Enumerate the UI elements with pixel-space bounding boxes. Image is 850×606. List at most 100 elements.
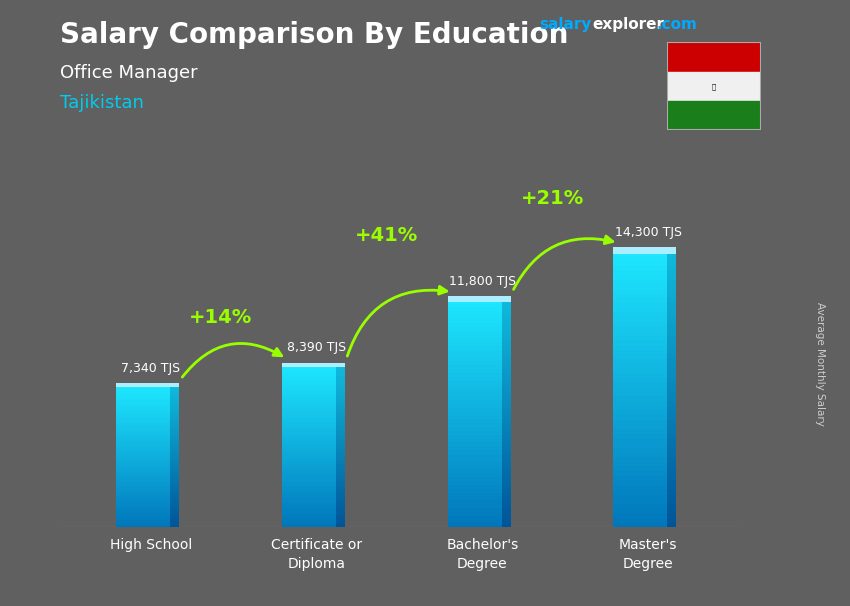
- Bar: [336, 426, 345, 428]
- Bar: [281, 431, 345, 434]
- Bar: [502, 304, 511, 307]
- Bar: [170, 424, 178, 427]
- Bar: [667, 382, 677, 387]
- Bar: [281, 385, 345, 387]
- Bar: [281, 434, 345, 437]
- Bar: [281, 363, 345, 367]
- Bar: [116, 441, 178, 443]
- Bar: [336, 385, 345, 387]
- Bar: [336, 368, 345, 371]
- Bar: [502, 488, 511, 493]
- Bar: [448, 481, 511, 485]
- Bar: [336, 382, 345, 385]
- Bar: [667, 331, 677, 336]
- Bar: [336, 481, 345, 484]
- Bar: [502, 454, 511, 458]
- Bar: [448, 504, 511, 508]
- Bar: [448, 458, 511, 462]
- Bar: [336, 473, 345, 475]
- Bar: [336, 497, 345, 500]
- Bar: [116, 479, 178, 482]
- Bar: [336, 371, 345, 374]
- Bar: [448, 296, 511, 302]
- Bar: [170, 398, 178, 400]
- Text: 7,340 TJS: 7,340 TJS: [122, 362, 180, 375]
- Bar: [116, 439, 178, 441]
- Bar: [448, 477, 511, 481]
- Bar: [614, 410, 677, 415]
- Bar: [116, 462, 178, 465]
- Bar: [116, 412, 178, 415]
- Bar: [170, 405, 178, 407]
- Bar: [281, 439, 345, 442]
- Bar: [448, 350, 511, 354]
- Bar: [281, 376, 345, 379]
- Bar: [170, 470, 178, 472]
- Bar: [336, 461, 345, 464]
- Bar: [448, 450, 511, 454]
- Bar: [281, 467, 345, 470]
- Bar: [614, 391, 677, 396]
- Bar: [502, 458, 511, 462]
- Bar: [614, 396, 677, 401]
- Bar: [614, 513, 677, 518]
- Text: +14%: +14%: [189, 308, 252, 327]
- Bar: [170, 445, 178, 448]
- Bar: [667, 308, 677, 312]
- Bar: [502, 524, 511, 527]
- Bar: [336, 491, 345, 494]
- Bar: [667, 270, 677, 275]
- Bar: [116, 431, 178, 434]
- Bar: [614, 261, 677, 265]
- Bar: [170, 513, 178, 515]
- Bar: [116, 445, 178, 448]
- Bar: [170, 467, 178, 470]
- Bar: [614, 312, 677, 317]
- Bar: [614, 448, 677, 453]
- Bar: [116, 424, 178, 427]
- Bar: [448, 338, 511, 342]
- Bar: [116, 443, 178, 445]
- Bar: [667, 415, 677, 420]
- Bar: [502, 408, 511, 411]
- Bar: [502, 350, 511, 354]
- Bar: [116, 455, 178, 458]
- Bar: [667, 42, 761, 72]
- Bar: [502, 512, 511, 516]
- Bar: [170, 525, 178, 527]
- Bar: [448, 485, 511, 488]
- Bar: [667, 350, 677, 355]
- Bar: [667, 490, 677, 494]
- Bar: [281, 396, 345, 398]
- Bar: [170, 494, 178, 496]
- Bar: [281, 511, 345, 513]
- Bar: [667, 364, 677, 368]
- Bar: [281, 415, 345, 418]
- Bar: [614, 522, 677, 527]
- Bar: [281, 459, 345, 461]
- Bar: [170, 429, 178, 431]
- Bar: [116, 448, 178, 450]
- Bar: [170, 487, 178, 489]
- Bar: [614, 373, 677, 378]
- Bar: [116, 470, 178, 472]
- Bar: [281, 387, 345, 390]
- Bar: [667, 359, 677, 364]
- Bar: [614, 467, 677, 471]
- Bar: [116, 491, 178, 494]
- Bar: [336, 390, 345, 393]
- Bar: [448, 396, 511, 400]
- Bar: [336, 439, 345, 442]
- Bar: [281, 524, 345, 527]
- Bar: [502, 335, 511, 338]
- Bar: [667, 518, 677, 522]
- Bar: [281, 505, 345, 508]
- Bar: [116, 434, 178, 436]
- Bar: [116, 422, 178, 424]
- Bar: [336, 475, 345, 478]
- Bar: [448, 373, 511, 377]
- Bar: [614, 401, 677, 406]
- Bar: [336, 431, 345, 434]
- Bar: [170, 434, 178, 436]
- Bar: [448, 369, 511, 373]
